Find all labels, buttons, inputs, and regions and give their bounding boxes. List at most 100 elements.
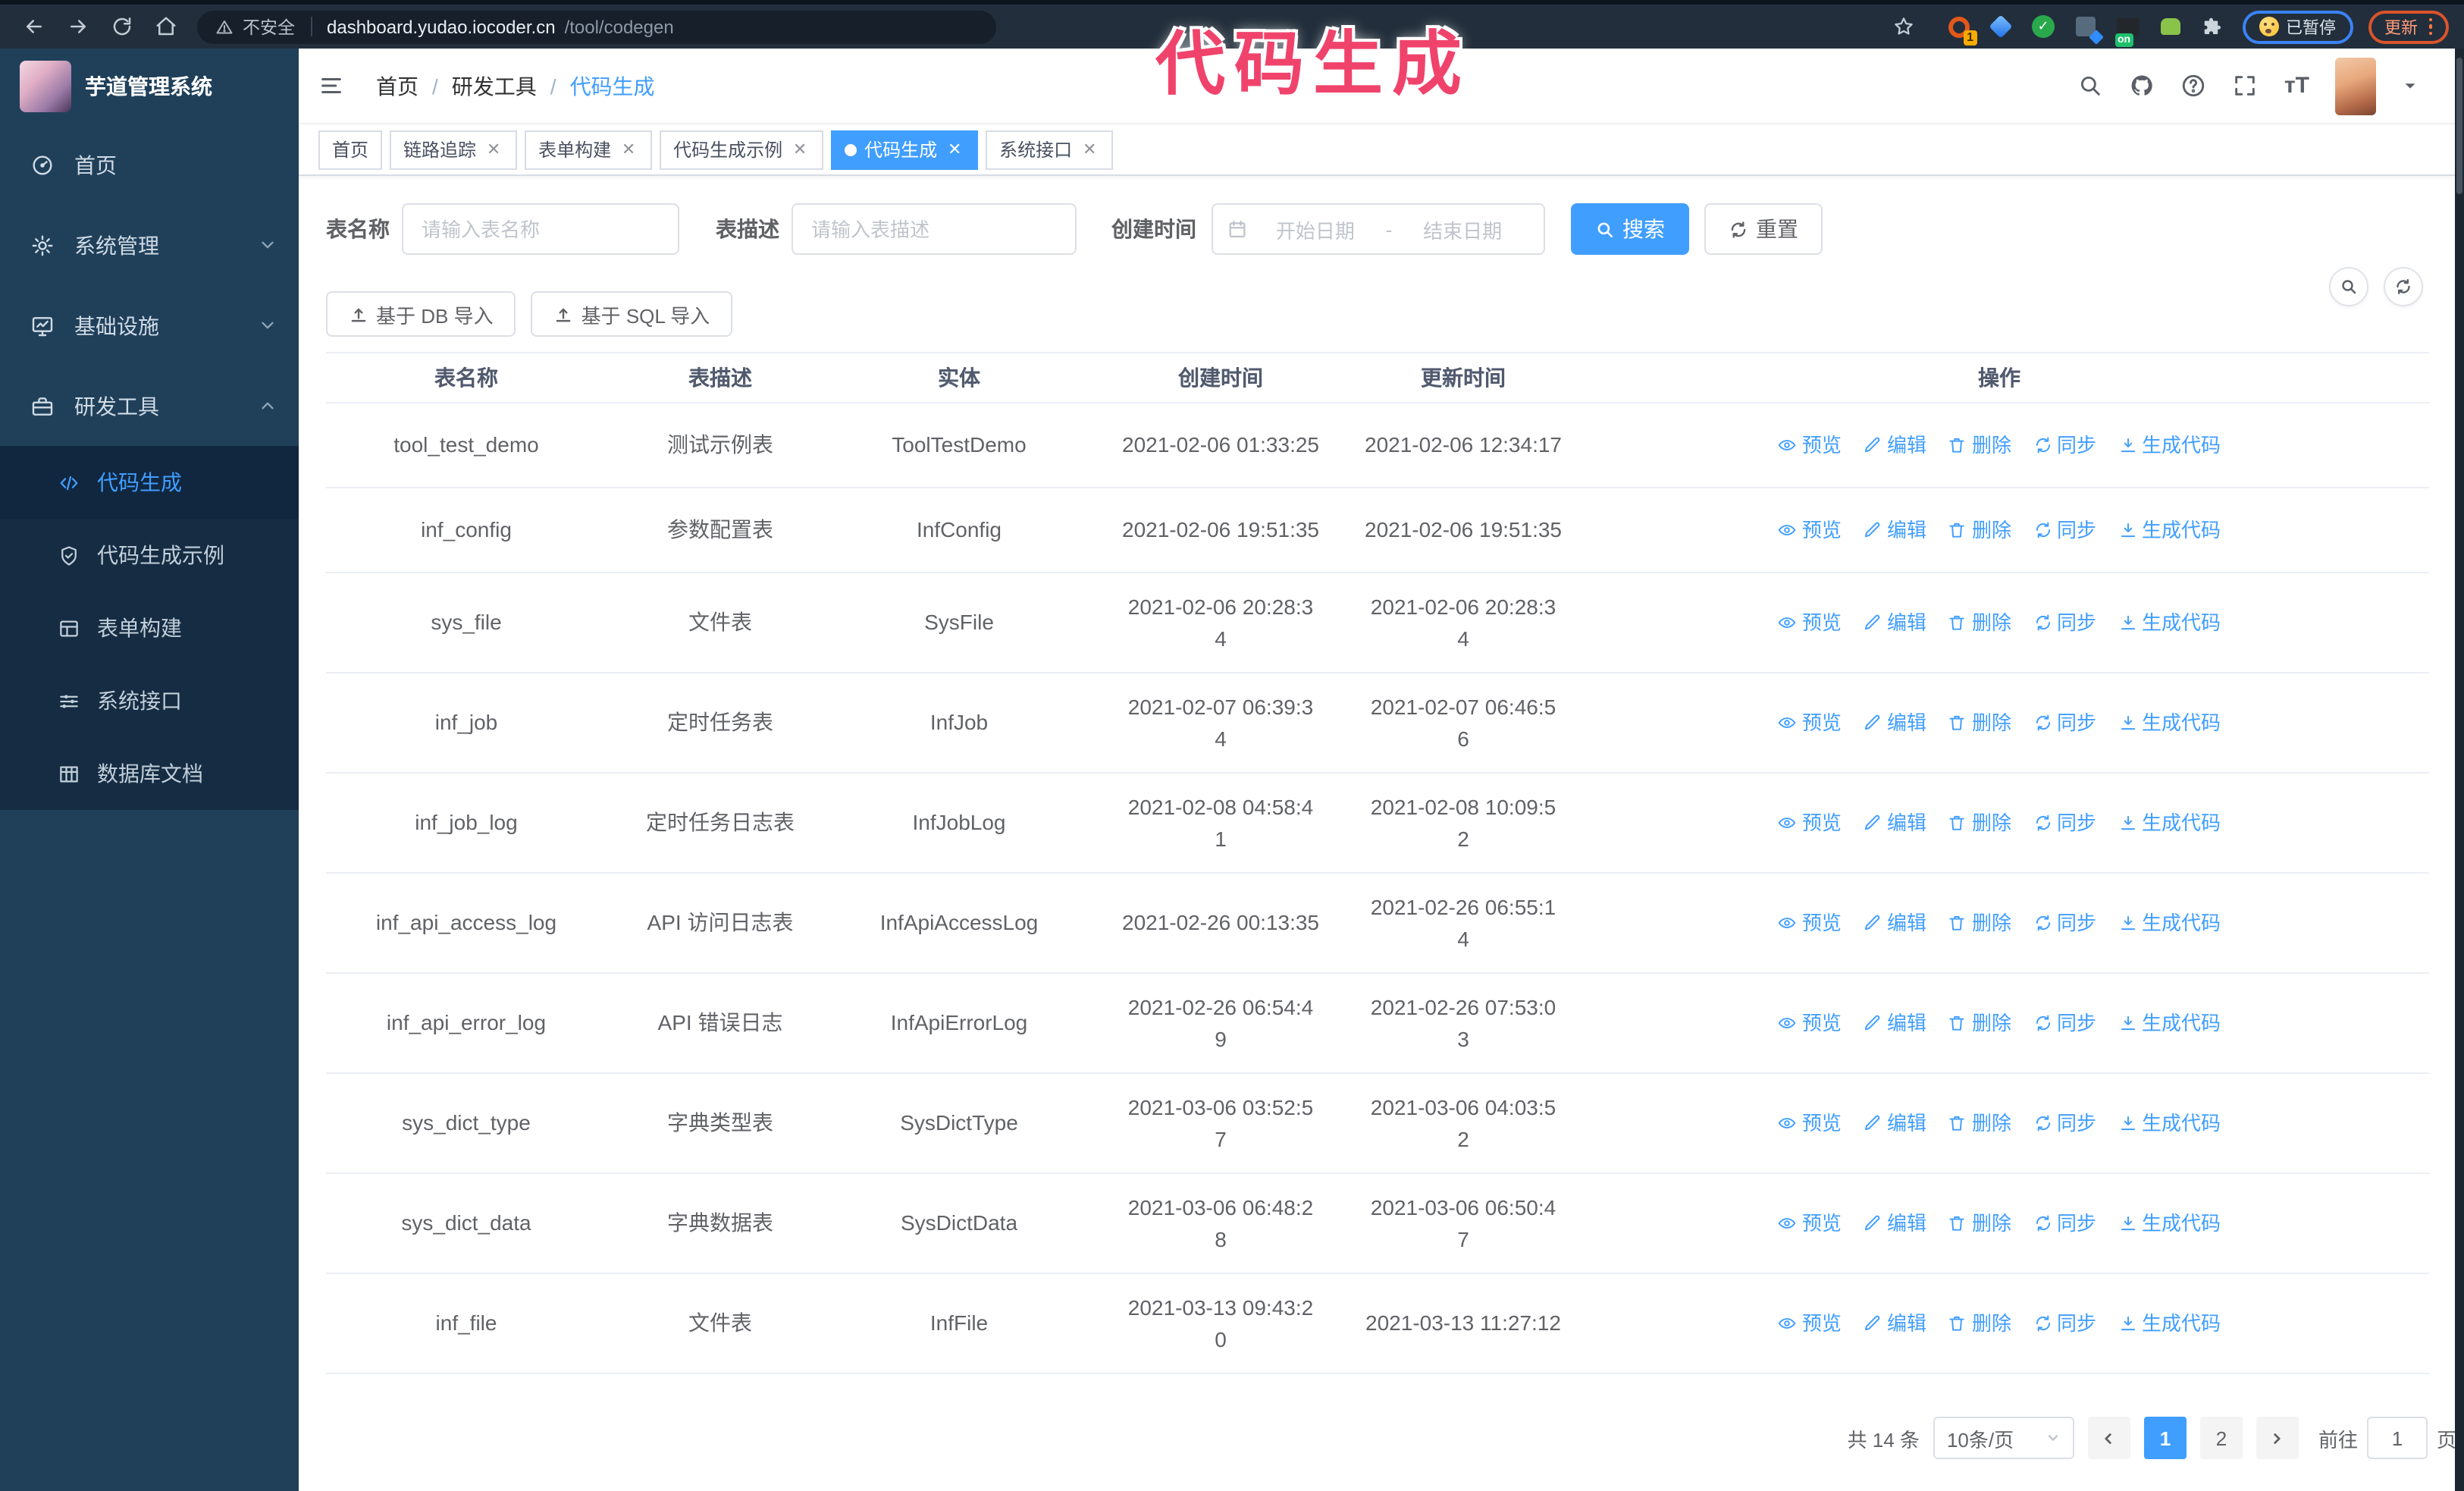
sidebar-subitem-0[interactable]: 代码生成: [0, 446, 299, 519]
action-generate-code[interactable]: 生成代码: [2118, 1207, 2221, 1239]
forward-icon[interactable]: [59, 8, 96, 45]
extension-grid-icon[interactable]: [2072, 13, 2099, 40]
close-icon[interactable]: ✕: [486, 141, 501, 159]
user-avatar[interactable]: [2335, 57, 2376, 115]
action-preview[interactable]: 预览: [1778, 1207, 1842, 1239]
end-date-placeholder[interactable]: 结束日期: [1423, 219, 1503, 242]
fullscreen-icon[interactable]: [2233, 73, 2259, 99]
action-edit[interactable]: 编辑: [1863, 607, 1926, 639]
table-name-input[interactable]: [402, 203, 679, 255]
url-host[interactable]: dashboard.yudao.iocoder.cn: [327, 16, 556, 37]
help-icon[interactable]: [2181, 73, 2207, 99]
address-bar[interactable]: 不安全 dashboard.yudao.iocoder.cn/tool/code…: [197, 10, 996, 43]
back-icon[interactable]: [15, 8, 52, 45]
sidebar-item-3[interactable]: 研发工具: [0, 366, 299, 446]
browser-update-button[interactable]: 更新: [2368, 10, 2449, 43]
app-logo-row[interactable]: 芋道管理系统: [0, 49, 299, 124]
action-preview[interactable]: 预览: [1778, 514, 1842, 546]
action-sync[interactable]: 同步: [2033, 1007, 2096, 1039]
action-generate-code[interactable]: 生成代码: [2118, 429, 2221, 461]
action-delete[interactable]: 删除: [1948, 807, 2011, 839]
action-generate-code[interactable]: 生成代码: [2118, 807, 2221, 839]
table-desc-input[interactable]: [792, 203, 1077, 255]
page-scrollbar[interactable]: [2455, 49, 2464, 1491]
action-sync[interactable]: 同步: [2033, 607, 2096, 639]
avatar-caret-icon[interactable]: [2402, 77, 2419, 94]
action-preview[interactable]: 预览: [1778, 1107, 1842, 1139]
prev-page-button[interactable]: [2087, 1417, 2130, 1459]
action-edit[interactable]: 编辑: [1863, 1307, 1926, 1339]
action-edit[interactable]: 编辑: [1863, 1107, 1926, 1139]
action-generate-code[interactable]: 生成代码: [2118, 607, 2221, 639]
action-generate-code[interactable]: 生成代码: [2118, 1007, 2221, 1039]
tag-首页[interactable]: 首页: [318, 130, 383, 169]
action-preview[interactable]: 预览: [1778, 607, 1842, 639]
sidebar-subitem-4[interactable]: 数据库文档: [0, 737, 299, 810]
action-preview[interactable]: 预览: [1778, 1307, 1842, 1339]
close-icon[interactable]: ✕: [947, 141, 962, 159]
action-delete[interactable]: 删除: [1948, 707, 2011, 739]
import-db-button[interactable]: 基于 DB 导入: [326, 291, 516, 337]
action-edit[interactable]: 编辑: [1863, 807, 1926, 839]
action-edit[interactable]: 编辑: [1863, 1207, 1926, 1239]
page-size-select[interactable]: 10条/页: [1933, 1417, 2074, 1459]
action-delete[interactable]: 删除: [1948, 429, 2011, 461]
tag-代码生成示例[interactable]: 代码生成示例 ✕: [660, 130, 824, 169]
not-secure-label[interactable]: 不安全: [243, 19, 295, 37]
page-button-1[interactable]: 1: [2143, 1417, 2187, 1459]
action-sync[interactable]: 同步: [2033, 429, 2096, 461]
action-preview[interactable]: 预览: [1778, 1007, 1842, 1039]
action-edit[interactable]: 编辑: [1863, 1007, 1926, 1039]
action-delete[interactable]: 删除: [1948, 514, 2011, 546]
extension-android-icon[interactable]: [2157, 13, 2184, 40]
browser-menu-icon[interactable]: [2428, 17, 2432, 36]
action-edit[interactable]: 编辑: [1863, 514, 1926, 546]
close-icon[interactable]: ✕: [792, 141, 807, 159]
extension-rss-icon[interactable]: 1: [1945, 13, 1977, 45]
action-sync[interactable]: 同步: [2033, 807, 2096, 839]
bookmark-star-icon[interactable]: [1886, 8, 1922, 45]
extensions-puzzle-icon[interactable]: [2199, 13, 2227, 40]
close-icon[interactable]: ✕: [621, 141, 636, 159]
action-preview[interactable]: 预览: [1778, 707, 1842, 739]
action-generate-code[interactable]: 生成代码: [2118, 1307, 2221, 1339]
start-date-placeholder[interactable]: 开始日期: [1275, 219, 1355, 242]
action-generate-code[interactable]: 生成代码: [2118, 907, 2221, 939]
action-sync[interactable]: 同步: [2033, 514, 2096, 546]
action-sync[interactable]: 同步: [2033, 1207, 2096, 1239]
action-sync[interactable]: 同步: [2033, 907, 2096, 939]
action-delete[interactable]: 删除: [1948, 1007, 2011, 1039]
action-delete[interactable]: 删除: [1948, 907, 2011, 939]
sidebar-subitem-3[interactable]: 系统接口: [0, 664, 299, 737]
profile-paused-badge[interactable]: 已暂停: [2242, 10, 2353, 43]
extension-check-icon[interactable]: ✓: [2030, 13, 2057, 40]
action-sync[interactable]: 同步: [2033, 1307, 2096, 1339]
home-icon[interactable]: [147, 8, 183, 45]
action-edit[interactable]: 编辑: [1863, 707, 1926, 739]
breadcrumb-item[interactable]: 首页: [376, 74, 419, 98]
date-range-picker[interactable]: 开始日期 - 结束日期: [1212, 203, 1545, 255]
sidebar-item-2[interactable]: 基础设施: [0, 285, 299, 366]
action-edit[interactable]: 编辑: [1863, 907, 1926, 939]
tag-表单构建[interactable]: 表单构建 ✕: [525, 130, 653, 169]
toggle-search-button[interactable]: [2329, 267, 2368, 306]
action-generate-code[interactable]: 生成代码: [2118, 707, 2221, 739]
action-delete[interactable]: 删除: [1948, 607, 2011, 639]
next-page-button[interactable]: [2256, 1417, 2299, 1459]
tag-链路追踪[interactable]: 链路追踪 ✕: [390, 130, 518, 169]
action-generate-code[interactable]: 生成代码: [2118, 1107, 2221, 1139]
sidebar-item-0[interactable]: 首页: [0, 124, 299, 205]
action-edit[interactable]: 编辑: [1863, 429, 1926, 461]
action-preview[interactable]: 预览: [1778, 907, 1842, 939]
tag-系统接口[interactable]: 系统接口 ✕: [986, 130, 1114, 169]
extension-gem-icon[interactable]: [1987, 13, 2014, 40]
tag-代码生成[interactable]: 代码生成 ✕: [831, 130, 979, 169]
font-size-icon[interactable]: тT: [2284, 73, 2309, 99]
sidebar-subitem-2[interactable]: 表单构建: [0, 592, 299, 664]
action-sync[interactable]: 同步: [2033, 1107, 2096, 1139]
search-button[interactable]: 搜索: [1571, 203, 1689, 255]
github-icon[interactable]: [2130, 73, 2155, 99]
breadcrumb-item[interactable]: 代码生成: [569, 74, 655, 98]
action-delete[interactable]: 删除: [1948, 1207, 2011, 1239]
close-icon[interactable]: ✕: [1082, 141, 1097, 159]
